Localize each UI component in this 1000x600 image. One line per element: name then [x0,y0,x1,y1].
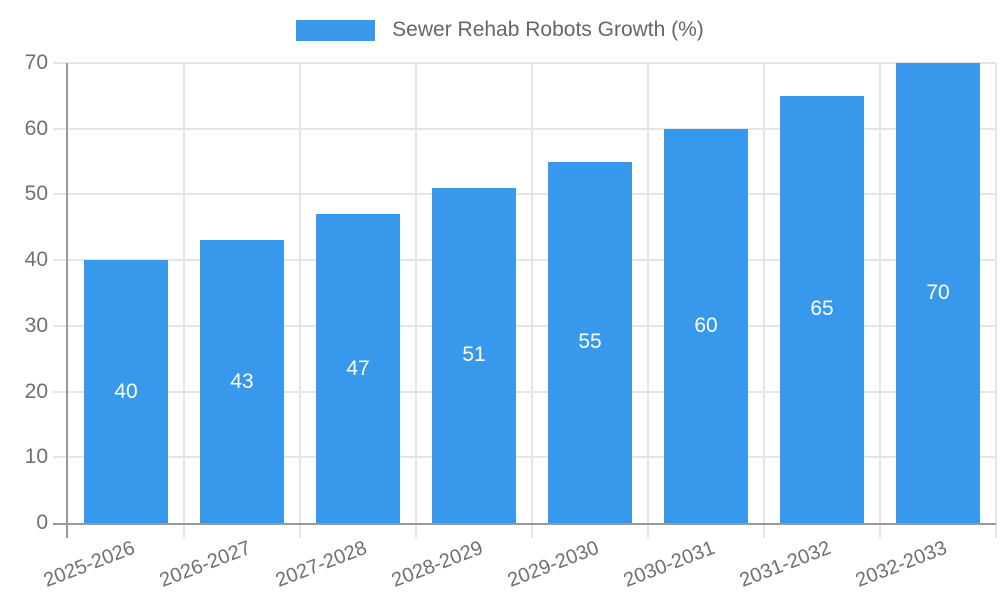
x-gridline [415,63,417,538]
bar-value-label: 65 [810,297,834,321]
x-axis-line [53,523,996,525]
bar-value-label: 43 [230,369,254,393]
x-axis-tick-label: 2029-2030 [505,536,603,592]
bar-value-label: 40 [114,379,138,403]
bar: 47 [316,214,400,523]
x-gridline [763,63,765,538]
x-axis-tick-label: 2026-2027 [157,536,255,592]
y-axis-tick-label: 0 [36,511,48,534]
y-gridline [53,390,996,393]
x-axis-tick-label: 2031-2032 [737,536,835,592]
x-gridline [647,63,649,538]
plot-area: 40 43 47 51 55 60 65 70 0 10 20 30 40 50 60 70 2025-2026… [25,51,997,592]
x-axis-tick-label: 2027-2028 [273,536,371,592]
legend-label: Sewer Rehab Robots Growth (%) [392,18,704,41]
y-axis-line [66,63,68,538]
x-axis-tick-label: 2028-2029 [389,536,487,592]
bar-value-label: 55 [578,330,602,354]
y-gridline [53,259,996,262]
y-axis-tick-label: 70 [24,51,48,74]
x-axis-tick-label: 2032-2033 [853,536,951,592]
bar: 65 [780,95,864,523]
y-gridline [53,456,996,459]
x-gridline [299,63,301,538]
bar: 70 [896,63,980,523]
x-gridline [531,63,533,538]
y-gridline [53,324,996,327]
bar: 60 [664,128,748,523]
y-axis-tick-label: 10 [24,445,48,469]
legend-swatch [296,19,376,41]
x-gridline [879,63,881,538]
y-axis-tick-label: 30 [24,313,48,337]
bar-value-label: 70 [926,281,950,304]
x-axis-tick-label: 2025-2026 [41,536,139,592]
y-gridline [53,62,996,64]
x-gridline [183,63,185,538]
bar-value-label: 60 [694,313,718,337]
y-axis-tick-label: 40 [24,248,48,272]
y-axis-tick-label: 50 [24,182,48,206]
bar: 51 [432,187,516,523]
bar: 40 [84,260,168,523]
bar-value-label: 51 [462,343,486,367]
y-gridline [53,127,996,130]
bar-value-label: 47 [346,356,370,380]
legend: Sewer Rehab Robots Growth (%) [0,17,1000,43]
x-gridline [995,63,997,538]
y-gridline [53,193,996,196]
bar: 43 [200,240,284,523]
bar: 55 [548,161,632,523]
y-axis-tick-label: 20 [24,379,48,403]
x-axis-tick-label: 2030-2031 [621,536,719,592]
y-axis-tick-label: 60 [24,116,48,140]
